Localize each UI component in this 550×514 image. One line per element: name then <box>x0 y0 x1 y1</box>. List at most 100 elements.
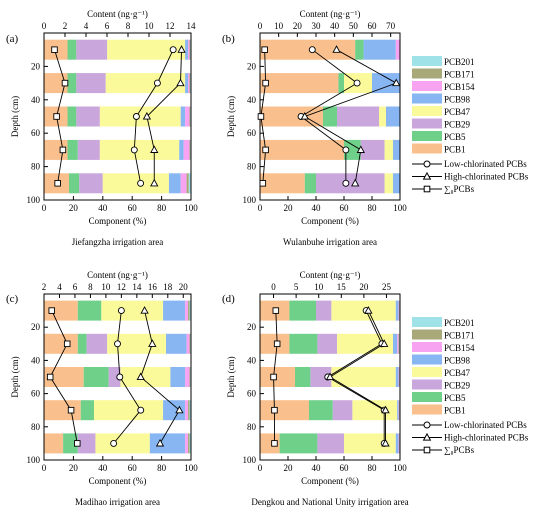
point-sum-pcbs <box>46 373 54 381</box>
y-tick-label: 20 <box>247 322 257 332</box>
legend-label-pcb98: PCB98 <box>444 95 471 105</box>
y-tick-label: 100 <box>27 455 41 465</box>
bar-pcb1-depth-70 <box>260 400 309 421</box>
panel-caption: Jiefangzha irrigation area <box>72 237 163 247</box>
bar-pcb201-depth-90 <box>189 433 191 454</box>
point-high-chlorinated <box>356 145 365 153</box>
point-high-chlorinated <box>175 405 184 414</box>
point-high-chlorinated <box>136 372 145 381</box>
bar-pcb47-depth-10 <box>101 300 164 321</box>
legend-marker-triangle <box>422 171 432 180</box>
point-low-chlorinated <box>130 146 138 154</box>
panel-letter: (a) <box>6 33 19 45</box>
point-high-chlorinated <box>364 306 373 314</box>
bar-pcb47-depth-50 <box>120 367 171 387</box>
bar-pcb1-depth-70 <box>260 139 344 160</box>
legend-swatch-pcb201 <box>412 317 442 327</box>
bar-pcb47-depth-90 <box>95 433 150 454</box>
x-top-tick-label: 2 <box>63 21 68 31</box>
bar-pcb154-depth-10 <box>185 300 189 321</box>
x-top-tick-label: 10 <box>145 21 155 31</box>
legend-swatch-pcb1 <box>412 143 442 154</box>
bar-pcb171-depth-90 <box>188 433 190 454</box>
x-bottom-axis-label: Component (%) <box>89 216 147 226</box>
bar-pcb171-depth-70 <box>188 400 190 421</box>
x-top-tick-label: 15 <box>337 282 347 292</box>
bar-pcb98-depth-30 <box>393 333 398 354</box>
bar-pcb5-depth-10 <box>67 39 77 60</box>
x-top-tick-label: 50 <box>349 21 359 31</box>
x-top-tick-label: 40 <box>330 21 340 31</box>
panel-c: 0 20 40 60 80 100 Component (%) 2 4 6 8 10 12 14 16 18 2… <box>6 270 198 507</box>
point-sum-pcbs <box>271 440 278 447</box>
bar-pcb29-depth-50 <box>108 367 121 387</box>
y-tick-label: 20 <box>247 61 257 71</box>
x-bottom-tick-label: 100 <box>184 203 198 213</box>
bar-pcb5-depth-70 <box>67 139 78 160</box>
legend-label-line: Low-chlorinated PCBs <box>444 159 527 169</box>
y-tick-label: 40 <box>247 95 257 105</box>
bar-pcb29-depth-50 <box>76 106 100 127</box>
bar-pcb29-depth-90 <box>316 173 385 194</box>
bar-pcb47-depth-30 <box>337 333 393 354</box>
bar-pcb98-depth-10 <box>163 300 186 321</box>
bar-pcb154-depth-90 <box>180 173 187 194</box>
bar-pcb5-depth-70 <box>344 139 361 160</box>
x-bottom-tick-label: 20 <box>284 203 294 213</box>
point-high-chlorinated <box>142 111 152 120</box>
bar-pcb1-depth-50 <box>260 367 295 387</box>
bar-pcb5-depth-50 <box>83 367 109 387</box>
x-top-tick-label: 12 <box>117 282 126 292</box>
point-sum-pcbs <box>53 113 60 120</box>
bar-pcb5-depth-50 <box>295 367 311 387</box>
x-top-tick-label: 60 <box>368 21 378 31</box>
bar-pcb47-depth-50 <box>331 367 396 387</box>
bar-pcb5-depth-10 <box>77 300 102 321</box>
legend-swatch-pcb47 <box>412 106 442 116</box>
point-sum-pcbs <box>48 307 55 314</box>
bar-pcb5-depth-70 <box>309 400 333 421</box>
bar-pcb5-depth-90 <box>279 433 318 454</box>
bar-pcb154-depth-30 <box>188 73 190 94</box>
bar-pcb1-depth-10 <box>44 300 78 321</box>
bar-pcb98-depth-70 <box>393 139 400 160</box>
legend-marker-triangle <box>422 432 432 441</box>
x-bottom-tick-label: 100 <box>393 463 407 473</box>
y-axis-label: Depth (cm) <box>226 96 236 137</box>
x-bottom-tick-label: 60 <box>128 463 138 473</box>
legend-marker-circle <box>423 421 431 429</box>
point-low-chlorinated <box>114 340 121 348</box>
x-bottom-tick-label: 80 <box>157 463 167 473</box>
bar-pcb1-depth-10 <box>260 39 356 60</box>
bar-pcb154-depth-10 <box>398 300 400 321</box>
bar-pcb29-depth-30 <box>86 333 108 354</box>
legend-label-pcb47: PCB47 <box>444 107 471 117</box>
point-high-chlorinated <box>392 78 401 87</box>
point-high-chlorinated <box>351 178 360 187</box>
point-high-chlorinated <box>140 306 149 314</box>
point-sum-pcbs <box>262 146 269 154</box>
point-high-chlorinated <box>176 78 185 87</box>
bar-pcb154-depth-90 <box>398 433 400 454</box>
point-sum-pcbs <box>262 79 269 87</box>
bar-pcb1-depth-50 <box>44 367 84 387</box>
panel-letter: (c) <box>6 293 19 305</box>
bar-pcb98-depth-70 <box>397 400 399 421</box>
plot-frame <box>43 32 192 201</box>
point-low-chlorinated <box>308 46 316 54</box>
bar-pcb171-depth-30 <box>189 333 191 354</box>
panel-letter: (b) <box>222 33 235 45</box>
x-top-tick-label: 2 <box>42 282 47 292</box>
x-top-tick-label: 4 <box>57 282 62 292</box>
bar-pcb47-depth-90 <box>344 433 396 454</box>
plot-frame <box>259 293 401 461</box>
legend-swatch-pcb5 <box>412 131 442 141</box>
legend-label-pcb154: PCB154 <box>444 343 475 353</box>
bar-pcb47-depth-50 <box>99 106 181 127</box>
bar-pcb98-depth-90 <box>393 173 400 194</box>
x-bottom-tick-label: 0 <box>42 203 47 213</box>
bar-pcb154-depth-70 <box>185 400 189 421</box>
x-bottom-tick-label: 40 <box>312 203 322 213</box>
point-high-chlorinated <box>150 145 159 153</box>
x-bottom-tick-label: 80 <box>157 203 167 213</box>
